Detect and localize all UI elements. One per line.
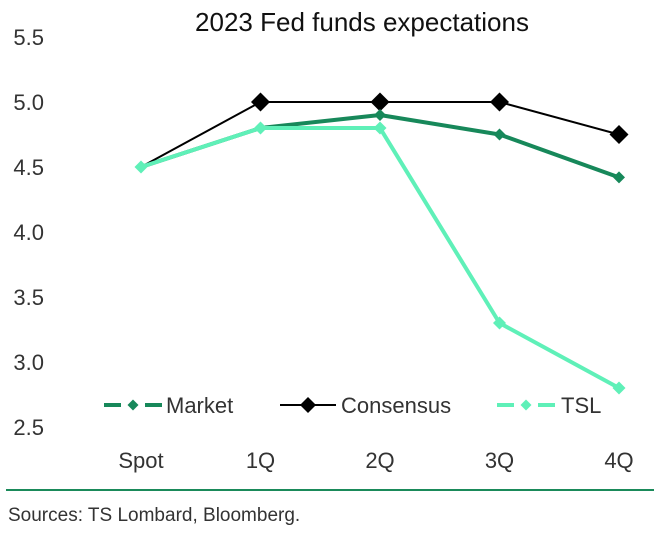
x-tick-label: 4Q	[604, 448, 633, 473]
x-tick-label: Spot	[118, 448, 163, 473]
legend-marker	[520, 399, 532, 411]
point-tsl	[612, 381, 626, 395]
point-consensus	[370, 92, 390, 112]
x-axis: Spot 1Q 2Q 3Q 4Q	[118, 448, 633, 473]
point-tsl	[134, 160, 148, 174]
y-tick-label: 3.5	[13, 285, 44, 310]
point-consensus	[490, 92, 509, 112]
point-market	[374, 109, 386, 121]
point-market	[493, 128, 506, 141]
y-tick-label: 5.5	[13, 25, 44, 50]
y-tick-label: 5.0	[13, 90, 44, 115]
legend-label: TSL	[561, 393, 601, 418]
point-market	[613, 171, 625, 184]
y-tick-label: 4.0	[13, 220, 44, 245]
point-tsl	[254, 121, 267, 135]
y-axis: 2.5 3.0 3.5 4.0 4.5 5.0 5.5	[13, 25, 44, 440]
series-lines	[140, 101, 620, 390]
point-tsl	[493, 316, 506, 330]
x-tick-label: 1Q	[246, 448, 275, 473]
source-divider	[6, 489, 654, 491]
chart-title: 2023 Fed funds expectations	[195, 7, 529, 37]
legend-item-market: Market	[104, 393, 233, 418]
point-consensus	[609, 125, 629, 144]
legend-label: Consensus	[341, 393, 451, 418]
source-note: Sources: TS Lombard, Bloomberg.	[8, 505, 301, 526]
legend-marker	[127, 399, 139, 411]
series-line-tsl	[140, 126, 620, 390]
point-tsl	[373, 121, 387, 135]
fed-funds-chart: 2023 Fed funds expectations 2.5 3.0 3.5 4.0…	[13, 7, 633, 473]
series-markers	[134, 92, 629, 395]
y-tick-label: 3.0	[13, 350, 44, 375]
point-consensus	[251, 92, 270, 112]
legend: Market Consensus TSL	[104, 393, 601, 418]
y-tick-label: 4.5	[13, 155, 44, 180]
x-tick-label: 3Q	[485, 448, 514, 473]
y-tick-label: 2.5	[13, 415, 44, 440]
legend-label: Market	[166, 393, 233, 418]
legend-marker	[300, 397, 316, 413]
legend-item-consensus: Consensus	[280, 393, 451, 418]
legend-item-tsl: TSL	[497, 393, 601, 418]
x-tick-label: 2Q	[365, 448, 394, 473]
